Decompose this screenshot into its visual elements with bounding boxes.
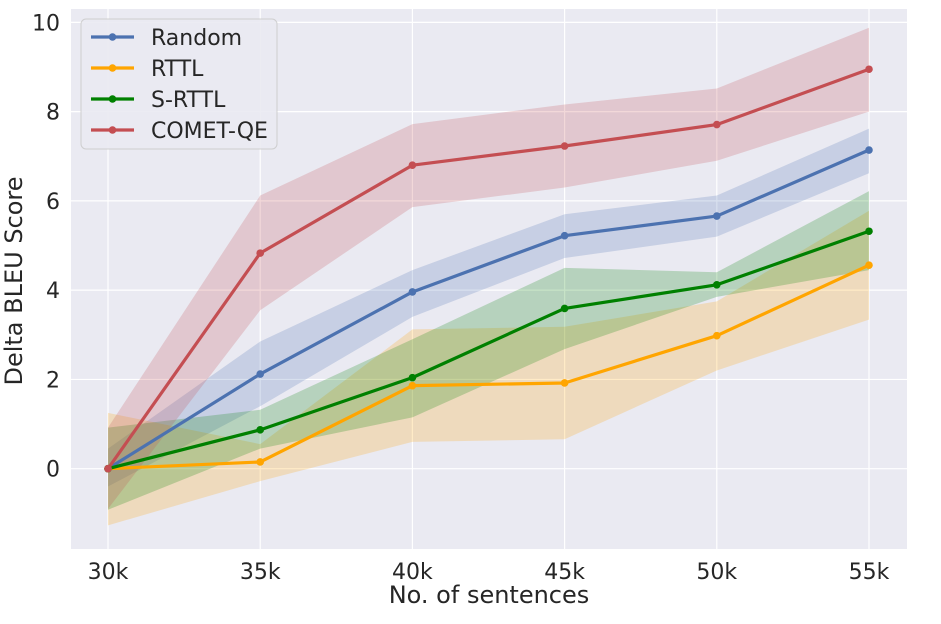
series-lines [106, 67, 871, 471]
point-rttl [408, 381, 417, 390]
point-random [713, 212, 721, 220]
line-rttl [106, 263, 871, 471]
point-s-rttl [408, 373, 417, 382]
point-s-rttl [560, 304, 569, 313]
band-comet-qe [108, 27, 869, 509]
y-axis-title: Delta BLEU Score [0, 176, 28, 385]
legend-label-rttl: RTTL [151, 57, 204, 82]
legend-marker-rttl [108, 64, 117, 72]
point-comet-qe [713, 120, 721, 129]
point-s-rttl [865, 227, 873, 236]
legend-marker-comet-qe [108, 126, 117, 134]
gridlines [71, 9, 907, 549]
line-random [106, 148, 871, 471]
y-tick-label: 0 [46, 458, 60, 483]
x-tick-label: 40k [392, 560, 433, 585]
x-tick-label: 35k [240, 560, 281, 585]
y-tick-labels: 0 2 4 6 8 10 [32, 11, 60, 482]
legend-box [80, 18, 278, 150]
point-comet-qe [104, 464, 112, 473]
x-tick-labels: 30k 35k 40k 45k 50k 55k [88, 560, 890, 585]
point-rttl [713, 331, 721, 340]
point-comet-qe [408, 161, 417, 169]
point-comet-qe [560, 142, 569, 150]
y-tick-label: 2 [46, 368, 60, 393]
point-s-rttl [713, 281, 721, 289]
band-s-rttl [108, 191, 869, 510]
point-random [256, 370, 265, 378]
point-random [865, 146, 873, 154]
y-tick-label: 8 [46, 101, 60, 126]
point-random [408, 288, 417, 296]
y-tick-label: 6 [46, 190, 60, 215]
point-comet-qe [256, 249, 265, 257]
x-axis-title: No. of sentences [389, 581, 590, 609]
point-rttl [865, 261, 873, 269]
band-rttl [108, 210, 869, 526]
x-tick-label: 55k [849, 560, 890, 585]
series-points [104, 65, 873, 473]
confidence-bands [108, 27, 869, 526]
legend-label-random: Random [151, 26, 242, 51]
point-rttl [256, 458, 265, 466]
legend: Random RTTL S-RTTL COMET-QE [80, 18, 278, 150]
band-random [108, 128, 869, 487]
y-tick-label: 10 [32, 11, 60, 36]
y-tick-label: 4 [46, 279, 60, 304]
point-rttl [560, 379, 569, 387]
legend-label-s-rttl: S-RTTL [151, 88, 226, 113]
legend-marker-random [108, 33, 117, 41]
x-tick-label: 50k [696, 560, 737, 585]
line-comet-qe [106, 67, 871, 471]
point-comet-qe [865, 65, 873, 74]
point-s-rttl [256, 426, 265, 434]
x-tick-label: 45k [544, 560, 585, 585]
x-tick-label: 30k [88, 560, 129, 585]
point-random [560, 231, 569, 240]
line-s-rttl [106, 229, 871, 471]
legend-marker-s-rttl [108, 95, 117, 103]
legend-label-comet-qe: COMET-QE [151, 119, 268, 144]
